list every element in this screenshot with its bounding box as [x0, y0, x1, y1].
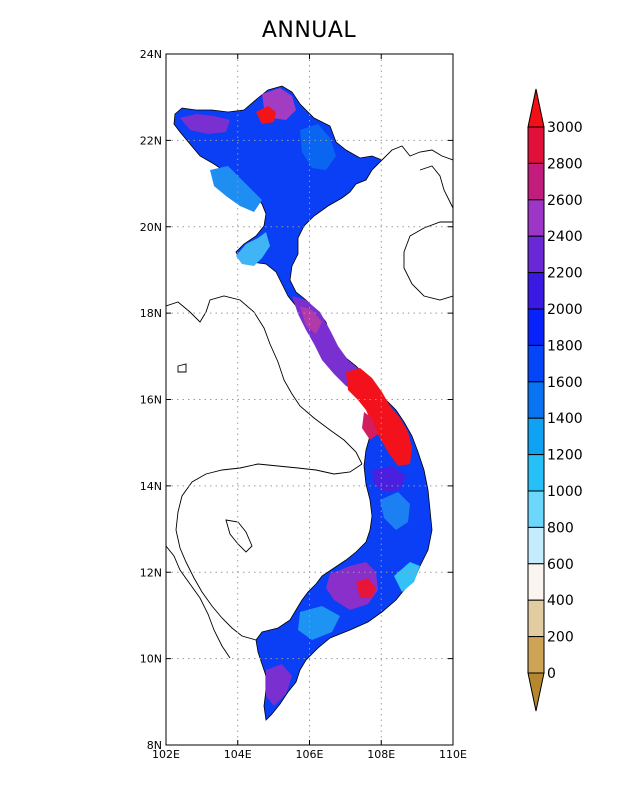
china-coast [381, 145, 453, 161]
colorbar-label: 2000 [547, 302, 583, 318]
rainfall-zone-1400 [210, 166, 262, 212]
gridlines [166, 54, 453, 745]
rainfall-zone-1400-delta [298, 606, 340, 640]
rainfall-zone-2600-central [300, 306, 322, 334]
x-tick-label: 108E [367, 748, 395, 761]
rainfall-zone-2400-north [180, 114, 230, 134]
colorbar-label: 1200 [547, 448, 583, 464]
colorbar-label: 2800 [547, 156, 583, 172]
colorbar-label: 800 [547, 520, 574, 536]
islands-north [177, 363, 187, 373]
colorbar-swatch [527, 199, 545, 237]
rainfall-zone-2400-delta [266, 664, 292, 706]
y-tick-label: 12N [140, 566, 162, 579]
y-tick-label: 14N [140, 480, 162, 493]
colorbar-label: 2400 [547, 229, 583, 245]
vietnam-rainfall-base [173, 85, 433, 721]
colorbar-label: 2600 [547, 193, 583, 209]
colorbar-swatch [527, 417, 545, 456]
colorbar-swatch [527, 599, 545, 638]
colorbar-label: 600 [547, 557, 574, 573]
colorbar-label: 400 [547, 593, 574, 609]
tonle-sap [225, 519, 253, 553]
colorbar-label: 1800 [547, 338, 583, 354]
colorbar-swatch [527, 126, 545, 164]
colorbar-label: 1000 [547, 484, 583, 500]
colorbar-swatch [527, 636, 545, 674]
axis-ticks: 102E 104E 106E 108E 110E 8N 10N 12N 14N 16N 18N 20N… [140, 48, 467, 761]
colorbar-swatch [527, 454, 545, 492]
laos-border [166, 295, 363, 465]
y-tick-label: 18N [140, 307, 162, 320]
rainfall-zone-1200-coast [394, 562, 420, 592]
rainfall-zone-1600-b [380, 492, 410, 530]
x-tick-label: 110E [439, 748, 467, 761]
cambodia-border [175, 463, 363, 641]
y-tick-label: 16N [140, 394, 162, 407]
country-borders [166, 145, 453, 659]
rainfall-max-north [256, 106, 276, 124]
leizhou-coast [419, 165, 453, 209]
colorbar-swatch [527, 344, 545, 383]
colorbar-min-arrow [527, 672, 545, 712]
colorbar-label: 2200 [547, 266, 583, 282]
y-tick-label: 8N [147, 739, 162, 752]
colorbar-swatch [527, 162, 545, 201]
colorbar-label: 3000 [547, 120, 583, 136]
y-tick-label: 10N [140, 653, 162, 666]
precipitation-field [173, 85, 433, 721]
colorbar-label: 200 [547, 630, 574, 646]
x-tick-label: 104E [224, 748, 252, 761]
hainan-island [403, 221, 453, 301]
y-tick-label: 20N [140, 221, 162, 234]
map-title: ANNUAL [261, 18, 357, 43]
colorbar-swatch [527, 381, 545, 419]
colorbar-swatch [527, 526, 545, 565]
rainfall-max-south [356, 578, 376, 598]
colorbar-swatch [527, 272, 545, 310]
colorbar-swatch [527, 235, 545, 274]
colorbar-label: 0 [547, 666, 556, 682]
rainfall-max-central [346, 368, 412, 466]
thailand-coast [166, 545, 231, 659]
colorbar: 0 200 400 600 800 1000 1200 1400 1600 1800 2000 220… [527, 88, 583, 712]
colorbar-label: 1600 [547, 375, 583, 391]
colorbar-swatch [527, 563, 545, 601]
colorbar-max-arrow [527, 88, 545, 128]
y-tick-label: 22N [140, 134, 162, 147]
x-tick-label: 102E [152, 748, 180, 761]
colorbar-swatch [527, 490, 545, 528]
x-tick-label: 106E [296, 748, 324, 761]
colorbar-label: 1400 [547, 411, 583, 427]
colorbar-swatch [527, 308, 545, 346]
rainfall-zone-1200 [236, 232, 270, 266]
rainfall-zone-2800-central [362, 412, 378, 440]
y-tick-label: 24N [140, 48, 162, 61]
